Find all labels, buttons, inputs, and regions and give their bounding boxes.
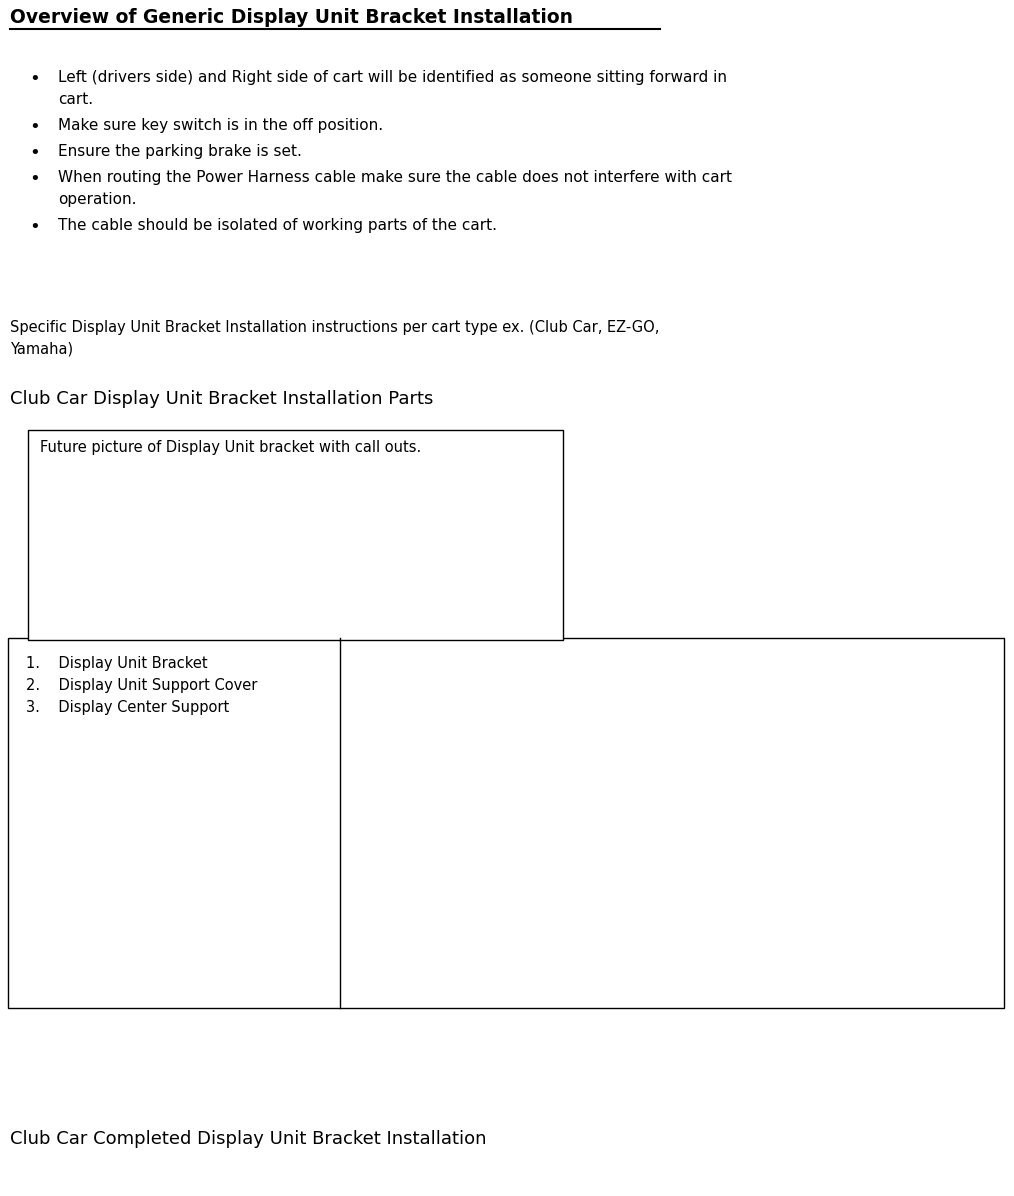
Text: •: • <box>29 118 41 136</box>
Bar <box>28 431 563 640</box>
Text: •: • <box>29 71 41 89</box>
Text: 2.    Display Unit Support Cover: 2. Display Unit Support Cover <box>26 678 258 692</box>
Text: Future picture of Display Unit bracket with call outs.: Future picture of Display Unit bracket w… <box>40 440 421 454</box>
Text: Ensure the parking brake is set.: Ensure the parking brake is set. <box>58 144 302 159</box>
Text: •: • <box>29 144 41 161</box>
Text: 1.    Display Unit Bracket: 1. Display Unit Bracket <box>26 655 208 671</box>
Text: Specific Display Unit Bracket Installation instructions per cart type ex. (Club : Specific Display Unit Bracket Installati… <box>10 321 659 335</box>
Text: The cable should be isolated of working parts of the cart.: The cable should be isolated of working … <box>58 218 497 233</box>
Text: Overview of Generic Display Unit Bracket Installation: Overview of Generic Display Unit Bracket… <box>10 8 573 28</box>
Text: 3.    Display Center Support: 3. Display Center Support <box>26 700 229 715</box>
Text: When routing the Power Harness cable make sure the cable does not interfere with: When routing the Power Harness cable mak… <box>58 170 732 185</box>
Bar <box>8 637 1004 1008</box>
Text: •: • <box>29 218 41 236</box>
Text: Make sure key switch is in the off position.: Make sure key switch is in the off posit… <box>58 118 383 133</box>
Text: operation.: operation. <box>58 193 137 207</box>
Text: •: • <box>29 170 41 188</box>
Text: Yamaha): Yamaha) <box>10 341 73 356</box>
Text: Club Car Completed Display Unit Bracket Installation: Club Car Completed Display Unit Bracket … <box>10 1130 487 1148</box>
Text: Left (drivers side) and Right side of cart will be identified as someone sitting: Left (drivers side) and Right side of ca… <box>58 71 727 85</box>
Text: cart.: cart. <box>58 92 93 106</box>
Text: Club Car Display Unit Bracket Installation Parts: Club Car Display Unit Bracket Installati… <box>10 390 433 408</box>
